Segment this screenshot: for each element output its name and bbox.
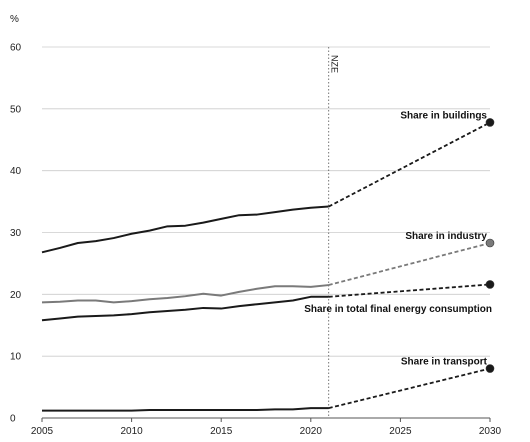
y-axis-unit: % (10, 14, 19, 25)
series-endpoint-3 (485, 364, 495, 373)
x-tick-label-2030: 2030 (479, 426, 502, 437)
y-tick-label-30: 30 (10, 228, 22, 239)
y-tick-label-20: 20 (10, 290, 22, 301)
y-tick-label-40: 40 (10, 166, 22, 177)
series-endpoint-0 (485, 118, 495, 127)
series-endpoint-1 (485, 238, 495, 248)
x-tick-label-2025: 2025 (389, 426, 412, 437)
y-tick-label-0: 0 (10, 414, 16, 425)
series-line-2 (41, 295, 329, 322)
series-label-1: Share in industry (405, 231, 487, 242)
nze-marker-label: NZE (330, 55, 340, 73)
series-endpoint-2 (485, 280, 495, 289)
x-tick-label-2010: 2010 (120, 426, 143, 437)
x-tick-label-2005: 2005 (31, 426, 54, 437)
series-projection-1 (328, 242, 491, 286)
x-tick-label-2015: 2015 (210, 426, 233, 437)
series-label-0: Share in buildings (400, 110, 487, 121)
series-label-3: Share in transport (401, 357, 488, 368)
series-line-0 (41, 205, 329, 254)
series-lines (41, 118, 495, 412)
series-labels: Share in buildings Share in industry Share… (304, 110, 492, 367)
series-line-3 (42, 407, 329, 412)
y-tick-label-10: 10 (10, 352, 22, 363)
grid-lines (42, 46, 490, 419)
series-projection-2 (328, 283, 491, 298)
x-tick-label-2020: 2020 (300, 426, 323, 437)
nze-marker: NZE (328, 47, 340, 418)
series-projection-0 (328, 121, 491, 208)
series-line-1 (41, 284, 329, 304)
y-tick-label-60: 60 (10, 43, 22, 54)
series-label-2: Share in total final energy consumption (304, 304, 492, 315)
series-projection-3 (328, 367, 491, 409)
y-tick-label-50: 50 (10, 104, 22, 115)
